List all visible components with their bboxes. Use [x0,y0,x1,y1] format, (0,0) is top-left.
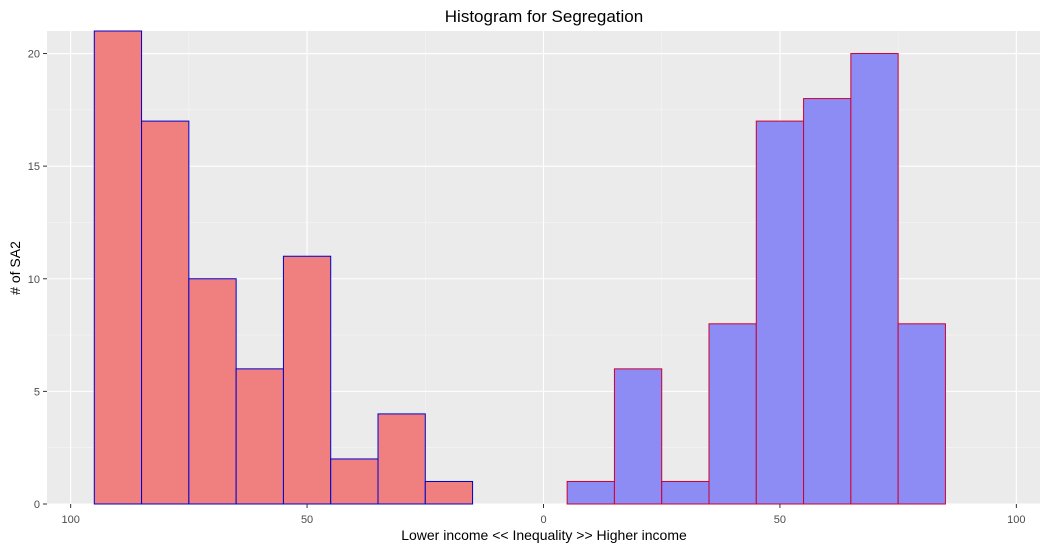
histogram-bar [755,120,805,505]
x-axis-ticks: 100 50 0 50 100 [61,504,1026,526]
histogram-bar [613,368,663,505]
y-axis-ticks: 0 5 10 15 20 [28,49,47,511]
y-tick-label: 5 [34,386,40,398]
series-0 [93,30,474,505]
bars [93,30,946,505]
histogram-bar [141,120,190,505]
histogram-bar [424,480,474,505]
y-tick-label: 15 [28,161,40,173]
x-tick-label: 50 [301,514,313,526]
histogram-bar [661,480,710,505]
histogram-bar [803,98,852,505]
x-tick-label: 100 [1007,514,1025,526]
histogram-bar [188,278,237,505]
y-tick-label: 0 [34,499,40,511]
histogram-bar [708,323,757,505]
x-tick-label: 100 [61,514,79,526]
chart-title: Histogram for Segregation [445,7,643,26]
x-axis-label: Lower income << Inequality >> Higher inc… [401,527,687,543]
series-1 [566,53,946,505]
histogram-bar [377,413,426,505]
histogram-bar [93,30,143,505]
histogram-bar [897,323,946,505]
histogram-bar [566,480,615,505]
y-tick-label: 10 [28,274,40,286]
y-tick-label: 20 [28,49,40,61]
histogram-bar [235,368,284,505]
y-axis-label: # of SA2 [7,241,23,295]
x-tick-label: 0 [540,514,546,526]
x-tick-label: 50 [774,514,786,526]
histogram-bar [850,53,899,505]
histogram-bar [330,458,379,505]
histogram-bar [282,255,332,505]
